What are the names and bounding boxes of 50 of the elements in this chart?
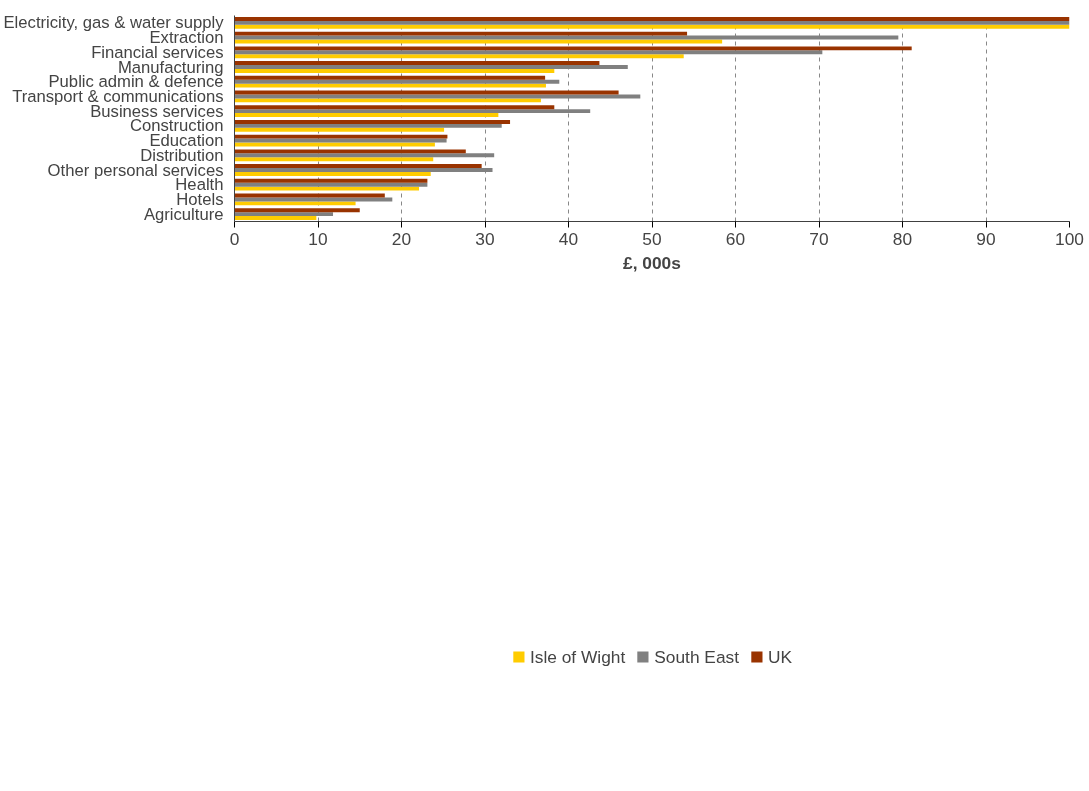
bar: [234, 134, 448, 139]
bar: [234, 98, 541, 103]
bar: [234, 105, 555, 110]
x-tick-label: 20: [391, 228, 412, 249]
bar: [234, 123, 502, 128]
bar: [234, 119, 511, 124]
bar: [234, 157, 434, 162]
x-tick-label: 100: [1055, 228, 1084, 249]
bar: [234, 16, 1070, 21]
bar: [234, 31, 688, 36]
x-tick-label: 30: [475, 228, 495, 249]
y-tick-label: Financial services: [91, 42, 224, 62]
bar: [234, 20, 1070, 25]
bar: [234, 201, 356, 206]
bar: [234, 46, 912, 51]
legend-label: UK: [768, 646, 793, 668]
bar: [234, 83, 546, 88]
bar: [234, 68, 555, 73]
bar: [234, 50, 823, 55]
bar: [234, 164, 482, 169]
bar: [234, 61, 600, 66]
x-tick-label: 80: [892, 228, 913, 249]
x-tick-label: 10: [308, 228, 328, 249]
bar: [234, 24, 1070, 29]
bar: [234, 171, 431, 176]
bar: [234, 178, 428, 183]
bar: [234, 54, 684, 59]
bar: [234, 113, 499, 118]
bar: [234, 149, 466, 154]
x-tick-label: 50: [642, 228, 662, 249]
bar: [234, 197, 393, 202]
x-tick-label: 90: [976, 228, 996, 249]
y-tick-label: Transport & communications: [12, 86, 224, 106]
y-tick-label: Distribution: [140, 145, 224, 165]
x-tick-label: 70: [809, 228, 829, 249]
bar: [234, 75, 546, 80]
bar: [234, 216, 317, 221]
legend-label: South East: [654, 646, 740, 668]
bar: [234, 79, 560, 84]
legend-label: Isle of Wight: [529, 646, 626, 668]
bar: [234, 182, 428, 187]
bar: [234, 208, 360, 213]
x-axis-title: £, 000s: [623, 252, 681, 273]
bar: [234, 186, 420, 191]
x-tick-label: 0: [229, 228, 240, 249]
bar: [234, 138, 447, 143]
bar: [234, 212, 334, 217]
bar: [234, 127, 445, 132]
x-tick-label: 40: [558, 228, 579, 249]
x-tick-label: 60: [725, 228, 746, 249]
